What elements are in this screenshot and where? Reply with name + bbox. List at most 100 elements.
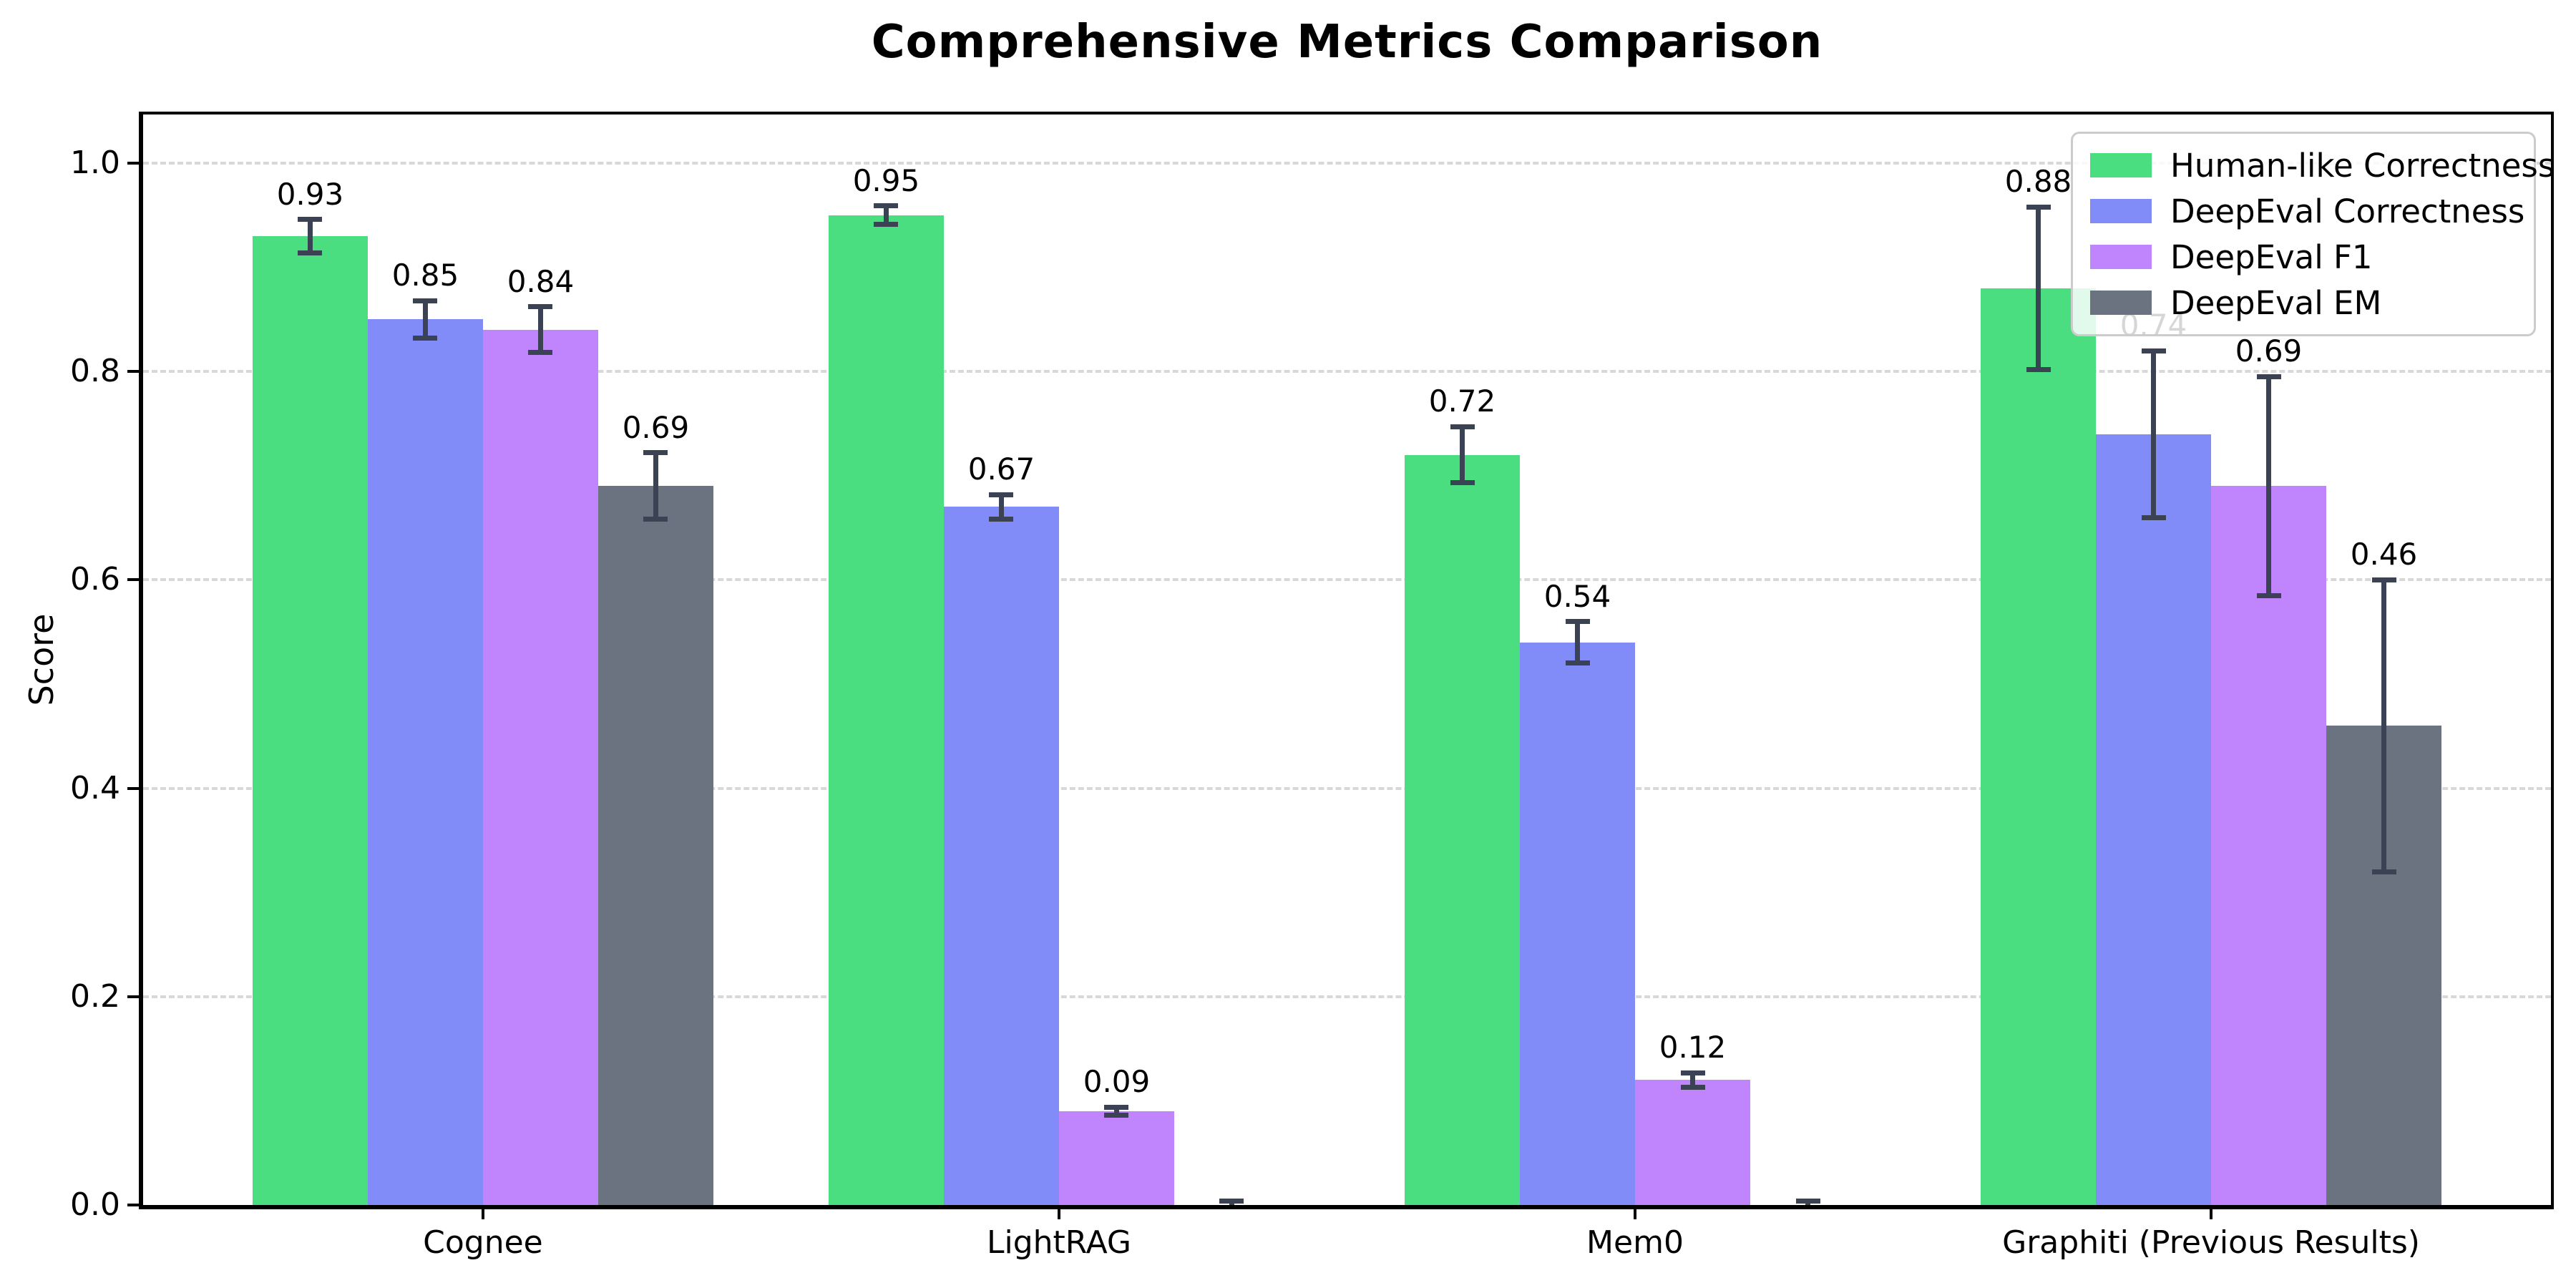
y-tick-mark (127, 370, 139, 374)
x-tick-label: Graphiti (Previous Results) (2002, 1224, 2420, 1261)
y-axis-label: Score (22, 613, 61, 706)
error-bar-cap-top (989, 492, 1014, 497)
error-bar-cap-bottom (528, 350, 553, 356)
y-tick-label: 0.4 (70, 769, 120, 806)
error-bar-cap-top (1795, 1198, 1820, 1204)
error-bar (2151, 351, 2157, 518)
legend-item: DeepEval F1 (2090, 235, 2517, 278)
legend-swatch (2090, 245, 2152, 269)
x-tick-mark (2210, 1208, 2213, 1219)
error-bar-cap-top (643, 450, 668, 456)
y-tick-mark (127, 995, 139, 998)
bar (943, 507, 1059, 1205)
bar (1058, 1111, 1174, 1205)
x-tick-mark (1634, 1208, 1636, 1219)
bar-value-label: 0.88 (2004, 164, 2072, 200)
error-bar-cap-bottom (1565, 660, 1590, 666)
x-tick-label: LightRAG (986, 1224, 1131, 1261)
legend-label: DeepEval Correctness (2170, 192, 2525, 230)
error-bar-cap-bottom (989, 517, 1014, 522)
bar-value-label: 0.69 (622, 409, 690, 445)
bar (2211, 486, 2327, 1205)
gridline (143, 578, 2551, 582)
error-bar (653, 452, 658, 519)
bar (1405, 455, 1520, 1205)
error-bar (422, 301, 428, 338)
error-bar-cap-top (1450, 424, 1475, 429)
legend: Human-like Correctness DeepEval Correctne… (2071, 132, 2551, 336)
bar-value-label: 0.12 (1659, 1030, 1727, 1065)
bar-value-label: 0.54 (1543, 578, 1611, 614)
error-bar-cap-bottom (2256, 592, 2281, 598)
error-bar-cap-top (2026, 204, 2051, 210)
legend-label: Human-like Correctness (2170, 146, 2551, 185)
chart-title: Comprehensive Metrics Comparison (871, 16, 1823, 69)
legend-label: DeepEval F1 (2170, 238, 2373, 276)
bar (1635, 1080, 1750, 1205)
error-bar (1690, 1073, 1695, 1088)
error-bar (2036, 207, 2041, 370)
x-tick-mark (1057, 1208, 1060, 1219)
error-bar-cap-top (298, 217, 323, 223)
bar (367, 319, 483, 1205)
y-tick-mark (127, 1204, 139, 1206)
error-bar (1460, 426, 1465, 483)
legend-item: DeepEval Correctness (2090, 190, 2524, 233)
error-bar-cap-bottom (643, 517, 668, 522)
error-bar (307, 219, 313, 253)
bar (2096, 434, 2212, 1205)
bar (252, 236, 368, 1205)
error-bar-cap-top (1104, 1104, 1129, 1110)
y-tick-label: 0.8 (70, 353, 120, 390)
bar-value-label: 0.85 (391, 258, 459, 293)
error-bar-cap-top (1565, 619, 1590, 625)
error-bar-cap-top (1680, 1070, 1705, 1075)
error-bar-cap-top (2141, 348, 2166, 353)
error-bar-cap-top (2371, 577, 2396, 582)
gridline (143, 370, 2551, 374)
error-bar (883, 205, 889, 225)
legend-label: DeepEval EM (2170, 283, 2382, 322)
error-bar (1113, 1107, 1119, 1116)
error-bar-cap-top (2256, 374, 2281, 379)
bar (828, 215, 944, 1205)
gridline (143, 162, 2551, 165)
error-bar-cap-bottom (874, 222, 899, 228)
y-tick-mark (127, 162, 139, 165)
bar (482, 330, 598, 1205)
error-bar (2381, 580, 2387, 872)
error-bar (537, 306, 543, 353)
bar-value-label: 0.67 (967, 452, 1035, 487)
bar-value-label: 0.46 (2350, 537, 2418, 572)
y-tick-label: 0.6 (70, 561, 120, 598)
error-bar-cap-bottom (1450, 480, 1475, 486)
x-tick-mark (481, 1208, 484, 1219)
bar (1981, 288, 2097, 1205)
y-tick-label: 1.0 (70, 145, 120, 181)
legend-swatch (2090, 153, 2152, 177)
error-bar-cap-bottom (2371, 869, 2396, 874)
gridline (143, 786, 2551, 790)
error-bar-cap-top (1219, 1198, 1244, 1204)
error-bar (1575, 621, 1580, 663)
error-bar-cap-bottom (2141, 514, 2166, 520)
gridline (143, 995, 2551, 998)
error-bar-cap-top (528, 304, 553, 310)
x-tick-label: Cognee (423, 1224, 543, 1261)
x-tick-label: Mem0 (1586, 1224, 1684, 1261)
bar-value-label: 0.72 (1428, 384, 1496, 419)
bar-value-label: 0.95 (852, 162, 920, 198)
error-bar-cap-bottom (1680, 1084, 1705, 1090)
bar-value-label: 0.09 (1083, 1064, 1151, 1100)
error-bar-cap-top (874, 203, 899, 209)
bar (1520, 643, 1635, 1205)
plot-frame (139, 112, 2554, 1209)
error-bar-cap-bottom (2026, 366, 2051, 372)
bar-value-label: 0.69 (2235, 333, 2303, 369)
y-tick-label: 0.2 (70, 977, 120, 1015)
legend-item: Human-like Correctness (2090, 144, 2551, 187)
plot-inner: 0.930.950.720.880.850.670.540.740.840.09… (143, 114, 2551, 1205)
legend-swatch (2090, 291, 2152, 315)
error-bar (2266, 376, 2272, 596)
y-tick-mark (127, 578, 139, 582)
